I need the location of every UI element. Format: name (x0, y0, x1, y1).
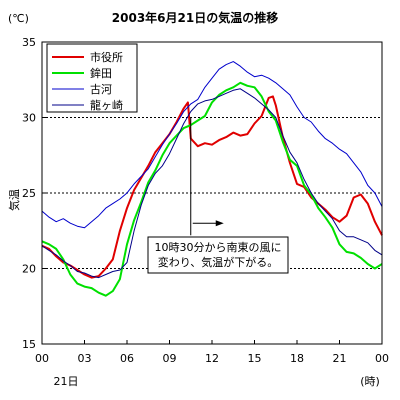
x-tick-label: 06 (120, 352, 134, 365)
x-tick-label: 15 (248, 352, 262, 365)
legend-label: 古河 (90, 83, 112, 96)
x-tick-label: 09 (163, 352, 177, 365)
y-tick-label: 20 (22, 263, 36, 276)
annotation-line-1: 10時30分から南東の風に (155, 241, 282, 254)
legend-box (46, 43, 138, 113)
y-axis-label: 気温 (7, 189, 21, 211)
y-tick-label: 15 (22, 338, 36, 351)
x-tick-label: 18 (290, 352, 304, 365)
series-line-3 (41, 88, 383, 279)
y-tick-label: 35 (22, 36, 36, 49)
series-line-1 (41, 81, 383, 297)
x-tick-label: 00 (375, 352, 389, 365)
x-date-label: 21日 (54, 375, 79, 388)
x-unit-label: (時) (360, 375, 380, 388)
x-tick-label: 21 (333, 352, 347, 365)
legend-label: 鉾田 (90, 66, 112, 80)
legend-label: 龍ヶ崎 (90, 98, 123, 112)
annotation-box (147, 236, 289, 274)
x-tick-label: 03 (78, 352, 92, 365)
x-tick-label: 12 (205, 352, 219, 365)
annotation-arrow-head (215, 220, 224, 227)
y-tick-label: 25 (22, 187, 36, 200)
chart-title: 2003年6月21日の気温の推移 (112, 10, 278, 25)
series-line-2 (41, 61, 383, 229)
series-line-0 (41, 95, 383, 279)
annotation: 10時30分から南東の風に 変わり、気温が下がる。 (147, 117, 289, 274)
annotation-line-2: 変わり、気温が下がる。 (158, 255, 279, 269)
series-lines (41, 61, 383, 297)
y-tick-label: 30 (22, 112, 36, 125)
y-unit-label: (℃) (8, 12, 29, 25)
x-tick-label: 00 (35, 352, 49, 365)
legend-label: 市役所 (90, 50, 123, 64)
